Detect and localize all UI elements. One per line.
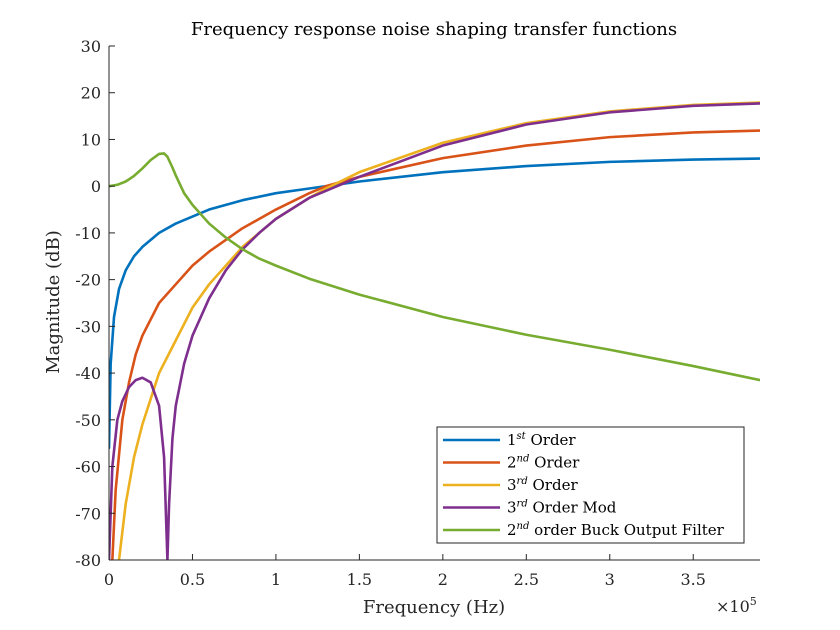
y-tick-label: -80 xyxy=(75,551,101,570)
x-tick-label: 3.5 xyxy=(681,570,706,589)
y-tick-label: -60 xyxy=(75,458,101,477)
y-tick-label: 30 xyxy=(81,37,101,56)
legend-label-sup: nd xyxy=(517,521,530,532)
x-tick-label: 0.5 xyxy=(180,570,205,589)
x-axis-label: Frequency (Hz) xyxy=(363,597,505,618)
plot-area xyxy=(109,101,760,560)
series-line-1 xyxy=(109,157,760,450)
legend-label: 1st Order xyxy=(507,431,576,449)
legend-label-base: 2 xyxy=(507,521,517,539)
y-tick-label: -40 xyxy=(75,364,101,383)
legend-label-sup: rd xyxy=(517,476,528,487)
legend-label-rest: order Buck Output Filter xyxy=(529,521,724,539)
y-tick-label: 0 xyxy=(91,177,101,196)
legend-label-base: 2 xyxy=(507,454,517,472)
x-axis-multiplier-exponent: 5 xyxy=(750,595,757,608)
legend-label-rest: Order xyxy=(526,431,577,449)
series-line-5 xyxy=(109,152,760,382)
legend-label-base: 3 xyxy=(507,476,517,494)
chart-title: Frequency response noise shaping transfe… xyxy=(191,19,677,40)
legend-label-base: 3 xyxy=(507,499,517,517)
x-tick-label: 1.5 xyxy=(347,570,372,589)
series-line-3 xyxy=(117,101,760,560)
y-tick-label: -30 xyxy=(75,317,101,336)
x-tick-label: 2 xyxy=(438,570,448,589)
legend-label-base: 1 xyxy=(507,431,517,449)
legend-label-sup: nd xyxy=(517,454,530,465)
y-tick-label: -10 xyxy=(75,224,101,243)
x-axis-multiplier-base: ×10 xyxy=(716,597,750,616)
legend-label-rest: Order xyxy=(529,454,580,472)
y-axis-label: Magnitude (dB) xyxy=(43,230,64,374)
legend-label-rest: Order Mod xyxy=(528,499,617,517)
series-line-2 xyxy=(111,129,760,560)
x-axis-multiplier: ×105 xyxy=(716,595,757,616)
x-tick-label: 0 xyxy=(104,570,114,589)
y-tick-label: -20 xyxy=(75,271,101,290)
y-tick-label: 10 xyxy=(81,130,101,149)
y-tick-label: -70 xyxy=(75,504,101,523)
legend-label: 2nd order Buck Output Filter xyxy=(507,521,725,539)
x-tick-label: 3 xyxy=(605,570,615,589)
legend-label: 3rd Order xyxy=(507,476,578,494)
legend-label-sup: rd xyxy=(517,499,528,510)
legend-label: 2nd Order xyxy=(507,454,580,472)
y-tick-label: -50 xyxy=(75,411,101,430)
x-tick-label: 1 xyxy=(271,570,281,589)
x-axis: 0 0.5 1 1.5 2 2.5 3 3.5 xyxy=(104,554,760,589)
y-tick-label: 20 xyxy=(81,84,101,103)
legend-label-rest: Order xyxy=(528,476,579,494)
series-line-4 xyxy=(109,102,760,560)
legend-label: 3rd Order Mod xyxy=(507,499,617,517)
x-tick-label: 2.5 xyxy=(514,570,539,589)
y-axis: -80 -70 -60 -50 -40 -30 -20 -10 0 10 20 30 xyxy=(75,37,115,570)
legend-label-sup: st xyxy=(517,431,527,442)
